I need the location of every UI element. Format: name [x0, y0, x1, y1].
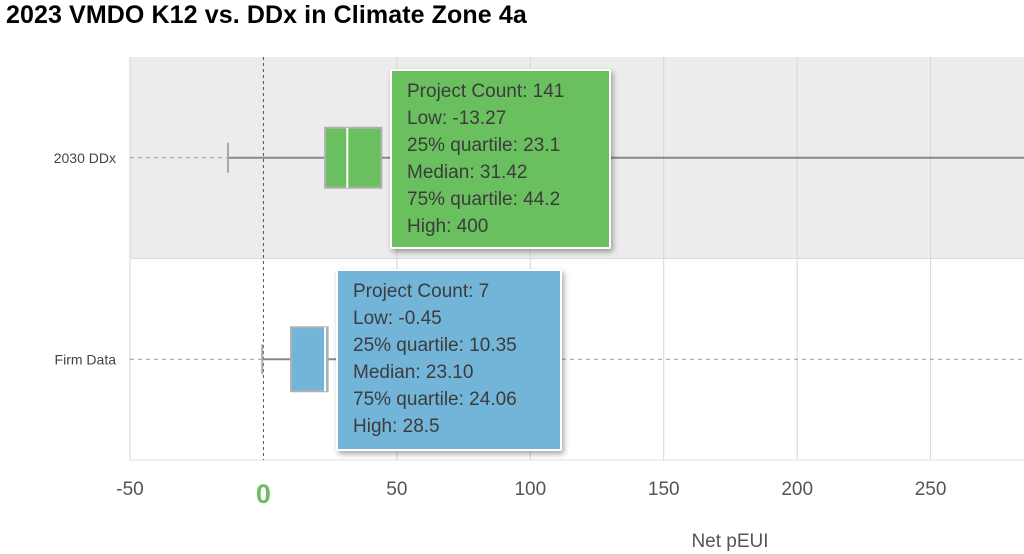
box-plot — [261, 326, 340, 393]
box-iqr — [324, 126, 383, 189]
category-label: 2030 DDx — [54, 150, 116, 166]
tooltip-firm-data: Project Count: 7 Low: -0.45 25% quartile: … — [336, 269, 562, 451]
x-tick-label: -50 — [116, 479, 143, 500]
x-tick-label: 100 — [514, 479, 546, 500]
chart-title: 2023 VMDO K12 vs. DDx in Climate Zone 4a — [6, 1, 527, 29]
x-tick-label-zero: 0 — [256, 479, 271, 509]
tooltip-line: 75% quartile: 24.06 — [353, 389, 517, 410]
box-iqr — [290, 326, 329, 393]
tooltip-line: 75% quartile: 44.2 — [407, 189, 561, 210]
tooltip-line: 25% quartile: 23.1 — [407, 135, 561, 156]
tooltip-line: Low: -0.45 — [353, 308, 442, 329]
tooltip-line: Project Count: 141 — [407, 81, 565, 102]
tooltip-line: High: 28.5 — [353, 416, 440, 437]
x-axis-title: Net pEUI — [691, 531, 768, 552]
x-tick-label: 150 — [648, 479, 680, 500]
x-tick-label: 250 — [915, 479, 947, 500]
x-tick-label: 50 — [386, 479, 407, 500]
tooltip-line: Median: 31.42 — [407, 162, 528, 183]
tooltip-line: 25% quartile: 10.35 — [353, 335, 517, 356]
tooltip-line: High: 400 — [407, 216, 489, 237]
tooltip-line: Low: -13.27 — [407, 108, 507, 129]
x-axis-ticks: -50 0 50 100 150 200 250 — [116, 479, 946, 509]
tooltip-line: Median: 23.10 — [353, 362, 474, 383]
x-tick-label: 200 — [781, 479, 813, 500]
box-plot — [227, 126, 1024, 189]
tooltip-line: Project Count: 7 — [353, 281, 490, 302]
category-label: Firm Data — [55, 351, 117, 367]
box-plots — [227, 126, 1024, 393]
tooltip-2030-ddx: Project Count: 141 Low: -13.27 25% quartil… — [390, 69, 611, 249]
